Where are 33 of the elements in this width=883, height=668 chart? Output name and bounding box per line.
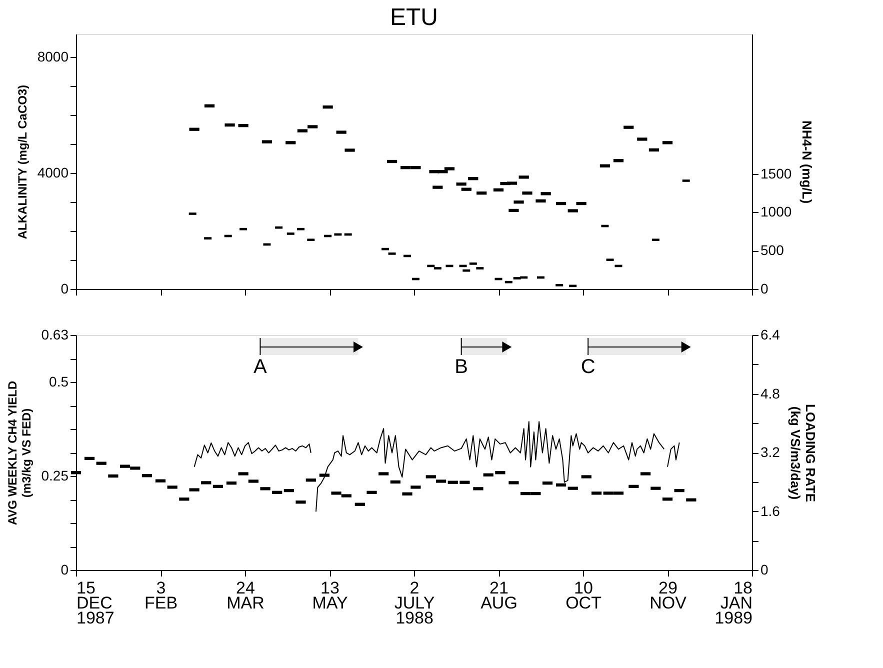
x-tick-label: 2 JULY 1988	[394, 578, 435, 628]
y2-tick-label: 0	[760, 562, 768, 578]
x-tick-label: 10 OCT	[566, 578, 602, 612]
y-tick-label: 0.25	[41, 468, 69, 484]
x-tick-label: 18 JAN 1989	[714, 578, 752, 628]
y-axis-title: AVG WEEKLY CH4 YIELD (m3/kg VS FED)	[5, 380, 34, 526]
y-tick-label: 0	[60, 562, 69, 578]
y-tick-label: 0.5	[49, 374, 69, 390]
x-tick-label: 29 NOV	[650, 578, 688, 612]
band-label: A	[254, 356, 268, 378]
y2-tick-label: 1000	[760, 204, 792, 220]
y2-tick-label: 4.8	[760, 385, 780, 402]
y2-tick-label: 6.4	[760, 326, 780, 342]
y-tick-label: 0.63	[41, 326, 69, 342]
chart-title: ETU	[390, 4, 438, 31]
y-tick-label: 0	[60, 280, 69, 296]
x-tick-label: 21 AUG	[480, 578, 518, 612]
x-tick-label: 13 MAY	[312, 578, 348, 612]
y-tick-label: 8000	[37, 48, 69, 65]
y-tick-label: 4000	[37, 164, 69, 181]
y2-axis-title: NH4-N (mg/L)	[800, 120, 815, 204]
y2-tick-label: 1.6	[760, 502, 780, 519]
y2-tick-label: 0	[760, 280, 768, 296]
x-tick-label: 15 DEC 1987	[76, 578, 114, 628]
y2-tick-label: 1500	[760, 165, 792, 182]
y2-axis-title: LOADING RATE (kg VS/m3/day)	[788, 404, 818, 502]
y-axis-title: ALKALINITY (mg/L CaCO3)	[15, 84, 30, 240]
x-tick-label: 24 MAR	[226, 578, 264, 612]
y2-tick-label: 500	[760, 242, 784, 258]
band-label: B	[454, 356, 468, 378]
band-label: C	[580, 356, 596, 378]
y2-tick-label: 3.2	[760, 444, 780, 460]
x-tick-label: 3 FEB	[144, 578, 178, 612]
